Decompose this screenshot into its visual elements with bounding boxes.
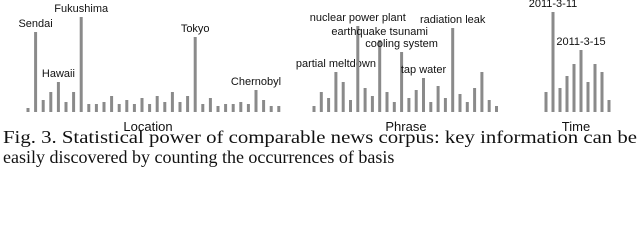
bar — [224, 104, 228, 112]
x-axis-title: Phrase — [385, 119, 426, 134]
figure: Fig. 3. Statistical power of comparable … — [3, 0, 637, 167]
bar — [356, 26, 360, 112]
bar — [363, 88, 367, 112]
bar — [572, 64, 576, 112]
bar — [125, 100, 129, 112]
bar — [49, 92, 53, 112]
bar — [110, 96, 114, 112]
bar — [94, 104, 98, 112]
bar — [407, 98, 411, 112]
bar-label: Hawaii — [42, 68, 75, 80]
bar — [473, 88, 477, 112]
x-axis-title: Time — [562, 119, 590, 134]
bar-label: 2011-3-15 — [556, 36, 605, 48]
bar — [414, 90, 418, 112]
bar-label: Chernobyl — [231, 76, 281, 88]
bar — [216, 106, 220, 112]
bar — [312, 106, 316, 112]
bar — [586, 82, 590, 112]
caption-line: Fig. 3. Statistical power of comparable … — [3, 127, 637, 147]
bar-label: cooling system — [365, 38, 438, 50]
bar-label: partial meltdown — [296, 58, 376, 70]
bar — [231, 104, 235, 112]
bar — [201, 104, 205, 112]
bar — [593, 64, 597, 112]
bar — [208, 98, 212, 112]
bar — [370, 96, 374, 112]
bar — [451, 28, 455, 112]
bar — [465, 102, 469, 112]
bar-label: 2011-3-11 — [529, 0, 578, 10]
bar-label: Tokyo — [181, 23, 210, 35]
bar — [193, 37, 197, 112]
bar — [579, 50, 583, 112]
bar — [254, 90, 258, 112]
bar — [385, 92, 389, 112]
bar — [163, 102, 167, 112]
bar-label: Fukushima — [54, 3, 109, 15]
bar — [487, 100, 491, 112]
bar — [341, 82, 345, 112]
bar — [277, 106, 281, 112]
bar — [436, 86, 440, 112]
caption-line: easily discovered by counting the occurr… — [3, 147, 394, 167]
bar-label: earthquake tsunami — [331, 26, 428, 38]
bar — [170, 92, 174, 112]
bar — [607, 100, 611, 112]
bar — [378, 40, 382, 112]
bar — [480, 72, 484, 112]
bar — [148, 104, 152, 112]
bar — [544, 92, 548, 112]
bar — [443, 98, 447, 112]
bar-label: nuclear power plant — [310, 12, 406, 24]
bar — [334, 72, 338, 112]
bar — [495, 106, 498, 112]
bar — [600, 72, 604, 112]
bar-label: tap water — [401, 64, 447, 76]
bar — [56, 82, 60, 112]
bar — [87, 104, 91, 112]
x-axis-title: Location — [123, 119, 172, 134]
bar-label: Sendai — [18, 18, 52, 30]
bar — [327, 98, 331, 112]
bar — [400, 52, 404, 112]
bar — [178, 102, 182, 112]
bar — [117, 104, 121, 112]
bar — [458, 94, 462, 112]
bar — [34, 32, 38, 112]
bar-label: radiation leak — [420, 14, 486, 26]
bar — [155, 96, 159, 112]
bar — [41, 100, 45, 112]
bar — [102, 102, 106, 112]
bar — [64, 102, 68, 112]
bar — [79, 17, 83, 112]
bar — [72, 92, 76, 112]
bar — [319, 92, 323, 112]
bar — [246, 104, 250, 112]
bar — [262, 100, 266, 112]
bar — [422, 78, 425, 112]
bar — [551, 12, 555, 112]
bar — [140, 98, 144, 112]
bar — [349, 100, 352, 112]
bar — [186, 96, 190, 112]
bar — [26, 108, 30, 112]
bar — [429, 102, 433, 112]
bar — [239, 102, 243, 112]
bar — [392, 102, 396, 112]
bar — [558, 88, 562, 112]
bar — [132, 104, 136, 112]
bar — [565, 76, 569, 112]
bar — [269, 106, 273, 112]
